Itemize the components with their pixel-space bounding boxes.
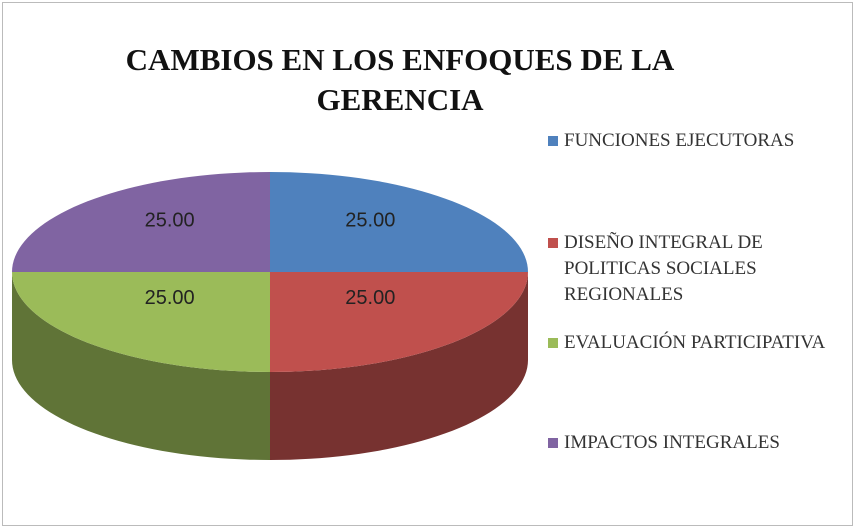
legend-label: EVALUACIÓN PARTICIPATIVA [564,332,826,353]
chart-title: CAMBIOS EN LOS ENFOQUES DE LA GERENCIA [125,42,675,117]
pie-slice [12,172,270,272]
legend-swatch [548,438,558,448]
pie-slice [270,272,528,372]
data-label: 25.00 [345,209,395,231]
legend-swatch [548,338,558,348]
legend-label: IMPACTOS INTEGRALES [564,432,780,453]
pie-slice [12,272,270,372]
pie-side [12,272,270,460]
data-label: 25.00 [145,287,195,309]
chart-frame [2,2,853,526]
pie-side [270,272,528,460]
legend-item: FUNCIONES EJECUTORAS [548,128,854,154]
pie-slice [270,172,528,272]
legend-swatch [548,136,558,146]
data-label: 25.00 [345,287,395,309]
legend-label: DISEÑO INTEGRAL DE POLITICAS SOCIALES RE… [564,232,763,305]
legend-item: DISEÑO INTEGRAL DE POLITICAS SOCIALES RE… [548,230,854,308]
legend-item: IMPACTOS INTEGRALES [548,430,854,456]
legend-label: FUNCIONES EJECUTORAS [564,130,795,151]
data-label: 25.00 [145,209,195,231]
legend-swatch [548,238,558,248]
legend-item: EVALUACIÓN PARTICIPATIVA [548,330,854,356]
